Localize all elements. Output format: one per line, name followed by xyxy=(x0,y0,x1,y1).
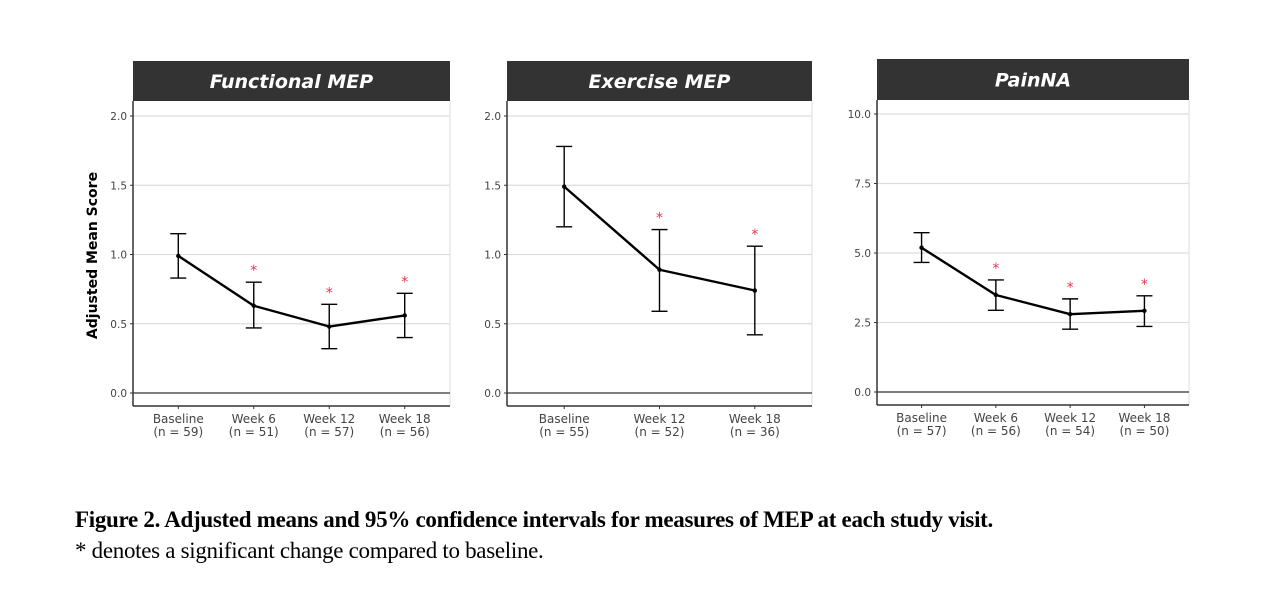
significance-marker: * xyxy=(1067,280,1074,296)
mean-point xyxy=(752,288,758,293)
mean-line xyxy=(177,254,405,328)
panel-header xyxy=(507,61,812,101)
panel-title: PainNA xyxy=(995,70,1071,92)
mean-point xyxy=(1142,308,1147,314)
x-tick-n-label: (n = 52) xyxy=(635,425,685,439)
panel-title: Functional MEP xyxy=(210,71,373,93)
y-tick-label: 2.0 xyxy=(110,111,127,123)
x-tick-n-label: (n = 56) xyxy=(971,424,1021,438)
panel-title: Exercise MEP xyxy=(589,71,731,93)
x-tick-label: Week 18 xyxy=(729,412,781,426)
y-tick-label: 10.0 xyxy=(848,109,871,121)
x-tick-n-label: (n = 54) xyxy=(1045,424,1095,438)
x-tick-n-label: (n = 59) xyxy=(153,425,203,439)
mean-point xyxy=(993,292,999,298)
mean-point xyxy=(327,324,332,329)
mean-line xyxy=(920,246,1145,316)
panel-header xyxy=(877,59,1189,100)
plot-area xyxy=(133,101,450,406)
panel-painna: PainNA 0.0 2.5 5.0 7.5 10.0 Baseline(n = 57) We… xyxy=(848,59,1190,438)
significance-marker: * xyxy=(250,263,257,279)
y-tick-label: 7.5 xyxy=(854,179,871,191)
x-tick-n-label: (n = 51) xyxy=(229,425,279,439)
y-tick-label: 2.0 xyxy=(484,111,501,123)
x-tick-label: Week 6 xyxy=(232,412,276,426)
x-tick-label: Week 12 xyxy=(634,412,686,426)
significance-marker: * xyxy=(992,261,999,277)
x-tick-n-label: (n = 36) xyxy=(730,425,780,439)
mean-point xyxy=(919,245,924,250)
x-tick-n-label: (n = 55) xyxy=(539,425,589,439)
y-tick-label: 0.0 xyxy=(110,388,127,400)
x-tick-n-label: (n = 50) xyxy=(1119,424,1169,438)
y-tick-label: 1.5 xyxy=(110,180,127,192)
mean-point xyxy=(657,267,662,272)
significance-marker: * xyxy=(1141,277,1148,293)
significance-marker: * xyxy=(656,211,663,227)
panel-functional-mep: Functional MEP0.00.51.01.52.0Baseline(n … xyxy=(85,61,451,439)
y-tick-label: 0.0 xyxy=(484,388,501,400)
x-tick-label: Week 12 xyxy=(303,412,355,426)
y-tick-label: 0.5 xyxy=(484,319,501,331)
y-tick-label: 1.5 xyxy=(484,180,501,192)
x-tick-label: Week 6 xyxy=(974,411,1018,425)
y-tick-label: 0.5 xyxy=(110,319,127,331)
x-tick-n-label: (n = 57) xyxy=(304,425,354,439)
mean-point xyxy=(176,253,181,259)
figure-panels: Functional MEP0.00.51.01.52.0Baseline(n … xyxy=(85,59,1190,439)
y-tick-label: 0.0 xyxy=(854,387,871,399)
significance-marker: * xyxy=(326,285,333,301)
mean-point xyxy=(1067,311,1073,317)
figure-caption-note: * denotes a significant change compared … xyxy=(75,538,544,563)
mean-point xyxy=(402,313,407,318)
x-tick-label: Week 18 xyxy=(1118,411,1170,425)
x-tick-n-label: (n = 56) xyxy=(380,425,430,439)
x-tick-label: Week 12 xyxy=(1044,411,1096,425)
y-tick-label: 5.0 xyxy=(854,248,871,260)
x-tick-label: Baseline xyxy=(539,412,590,426)
y-tick-label: 1.0 xyxy=(110,250,127,262)
y-tick-label: 1.0 xyxy=(484,250,501,262)
y-axis-title: Adjusted Mean Score xyxy=(85,172,101,339)
y-tick-label: 2.5 xyxy=(854,318,871,330)
x-tick-label: Baseline xyxy=(153,412,204,426)
mean-point xyxy=(561,184,567,189)
mean-point xyxy=(251,303,256,308)
significance-marker: * xyxy=(751,227,758,243)
x-tick-label: Baseline xyxy=(896,411,947,425)
x-tick-n-label: (n = 57) xyxy=(897,424,947,438)
figure-caption-title: Figure 2. Adjusted means and 95% confide… xyxy=(75,507,993,532)
panel-header xyxy=(133,61,450,101)
significance-marker: * xyxy=(401,274,408,290)
x-tick-label: Week 18 xyxy=(379,412,431,426)
